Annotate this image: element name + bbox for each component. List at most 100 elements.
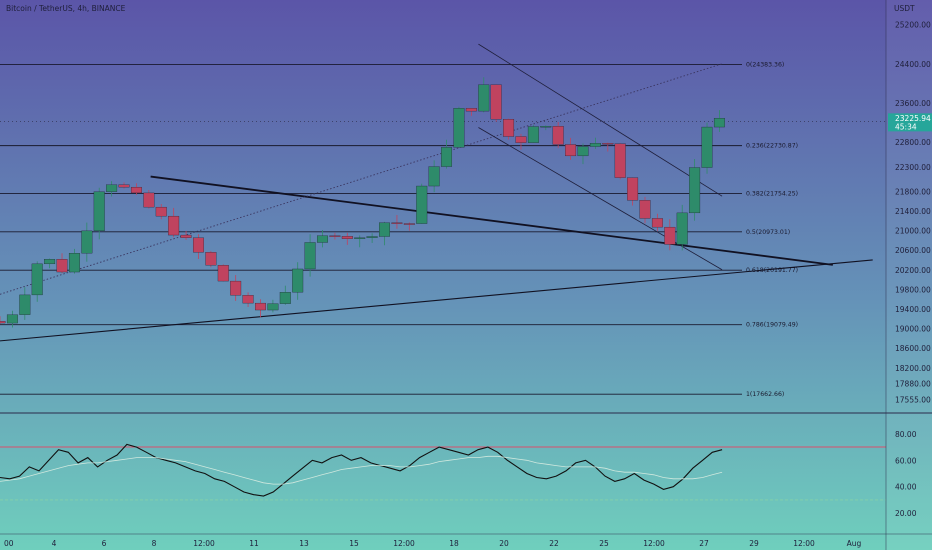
candle-body[interactable] [31, 263, 43, 296]
candle-body[interactable] [230, 280, 242, 296]
rsi-tick-label: 40.00 [895, 483, 917, 492]
candle-body[interactable] [217, 265, 229, 282]
candle-body[interactable] [713, 118, 725, 128]
candle-body[interactable] [106, 184, 118, 192]
price-tick-label: 19800.00 [895, 285, 931, 294]
candle-body[interactable] [428, 166, 440, 187]
candle-body[interactable] [441, 147, 453, 167]
trendline-ascending[interactable] [0, 259, 873, 342]
candle-body[interactable] [478, 84, 490, 112]
candle-body[interactable] [689, 167, 701, 214]
candle-body[interactable] [589, 143, 601, 147]
candle-body[interactable] [255, 302, 266, 311]
candle-body[interactable] [627, 177, 639, 201]
candle-body[interactable] [304, 242, 316, 270]
fib-level-label: 0.5(20973.01) [746, 229, 790, 236]
candle-body[interactable] [403, 223, 415, 225]
time-tick-label: 12:00 [793, 539, 815, 548]
candle-body[interactable] [515, 136, 527, 143]
candle-body[interactable] [527, 126, 539, 143]
price-pane[interactable]: 0(24383.36) 0.236(22730.87) 0.382(21754.25… [0, 43, 886, 398]
candle-body[interactable] [205, 252, 217, 266]
candle-body[interactable] [6, 314, 18, 324]
last-price-badge [888, 113, 932, 132]
price-tick-label: 17555.00 [895, 395, 931, 404]
price-tick-label: 23600.00 [895, 99, 931, 108]
price-axis-background [886, 0, 932, 550]
candle-body[interactable] [168, 215, 180, 236]
candle-body[interactable] [93, 191, 105, 232]
candle-body[interactable] [68, 253, 80, 273]
candle-body[interactable] [192, 237, 204, 253]
time-tick-label: 12:00 [643, 539, 665, 548]
candle-body[interactable] [614, 143, 626, 178]
candle-body[interactable] [639, 200, 651, 219]
candle-body[interactable] [701, 126, 713, 168]
time-tick-label: 6 [102, 539, 107, 548]
time-tick-label: 00 [4, 539, 14, 548]
candle-body[interactable] [118, 184, 130, 188]
time-tick-label: 4 [52, 539, 57, 548]
candle-body[interactable] [676, 212, 688, 245]
candle-body[interactable] [317, 235, 328, 243]
candle-body[interactable] [503, 119, 515, 137]
time-axis[interactable]: 00 4 6 8 12:00 11 13 15 12:00 18 20 22 25 12:00 27 29 12… [4, 539, 862, 548]
candle-body[interactable] [651, 218, 663, 228]
fib-level-label: 0.382(21754.25) [746, 191, 798, 198]
candle-body[interactable] [565, 144, 577, 157]
candle-body[interactable] [552, 126, 564, 145]
candle-body[interactable] [279, 292, 291, 304]
last-price-value: 23225.94 [895, 114, 931, 123]
price-tick-label: 24400.00 [895, 60, 931, 69]
candle-body[interactable] [453, 108, 465, 148]
price-tick-label: 22800.00 [895, 138, 931, 147]
rsi-ma-line [0, 455, 723, 485]
trendline-channel-top[interactable] [478, 43, 723, 197]
trendline-channel-bottom[interactable] [478, 127, 723, 271]
candle-body[interactable] [391, 222, 403, 224]
time-tick-label: 25 [599, 539, 609, 548]
candle-body[interactable] [292, 268, 304, 293]
candle-body[interactable] [155, 206, 167, 217]
price-countdown: 45:34 [895, 122, 917, 131]
candle-body[interactable] [19, 294, 31, 315]
candle-body[interactable] [379, 222, 390, 237]
rsi-tick-label: 80.00 [895, 430, 917, 439]
time-tick-label: 29 [749, 539, 759, 548]
candle-body[interactable] [664, 226, 676, 245]
trendline-dotted[interactable] [0, 63, 723, 295]
candle-body[interactable] [329, 235, 341, 237]
price-tick-label: 21000.00 [895, 227, 931, 236]
rsi-pane[interactable] [0, 443, 886, 501]
candle-body[interactable] [44, 259, 56, 265]
candle-body[interactable] [242, 295, 254, 304]
candle-body[interactable] [267, 303, 279, 311]
candle-body[interactable] [366, 236, 378, 238]
rsi-tick-label: 20.00 [895, 509, 917, 518]
candle-body[interactable] [416, 185, 428, 224]
candle-body[interactable] [341, 236, 353, 239]
trendline-descending[interactable] [150, 175, 833, 266]
candle-body[interactable] [180, 234, 192, 238]
candle-body[interactable] [602, 143, 614, 145]
candle-body[interactable] [577, 146, 589, 157]
fib-level-label: 0.618(20191.77) [746, 267, 798, 274]
price-tick-label: 19400.00 [895, 305, 931, 314]
candle-body[interactable] [0, 321, 6, 324]
candle-body[interactable] [465, 108, 477, 112]
candle-body[interactable] [540, 126, 552, 128]
candle-body[interactable] [130, 186, 142, 194]
candle-body[interactable] [354, 237, 366, 239]
candle-body[interactable] [143, 192, 155, 208]
price-tick-label: 17880.00 [895, 380, 931, 389]
candle-body[interactable] [81, 230, 93, 254]
symbol-title: Bitcoin / TetherUS, 4h, BINANCE [6, 4, 126, 13]
candle-body[interactable] [490, 84, 502, 120]
candle-body[interactable] [56, 259, 68, 273]
time-tick-label: 20 [499, 539, 509, 548]
time-tick-label: 12:00 [393, 539, 415, 548]
